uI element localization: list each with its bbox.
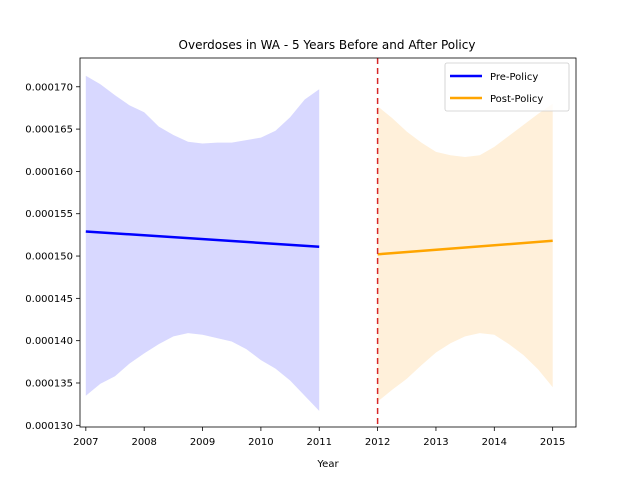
legend: Pre-Policy Post-Policy xyxy=(444,62,570,112)
x-axis-label: Year xyxy=(316,459,339,470)
x-tick-label-2009: 2009 xyxy=(190,437,215,448)
plot-frame xyxy=(79,57,577,428)
y-tick-label-0.000145: 0.000145 xyxy=(25,294,73,305)
y-tick-label-0.000140: 0.000140 xyxy=(25,336,73,347)
x-tick-label-2014: 2014 xyxy=(482,437,507,448)
x-tick-label-2015: 2015 xyxy=(540,437,565,448)
confidence-band-post-policy xyxy=(377,103,553,402)
y-tick-label-0.000165: 0.000165 xyxy=(25,125,73,136)
y-tick-label-0.000170: 0.000170 xyxy=(25,82,73,93)
x-tick-label-2011: 2011 xyxy=(307,437,332,448)
x-tick-label-2012: 2012 xyxy=(365,437,390,448)
x-tick-label-2013: 2013 xyxy=(423,437,448,448)
confidence-band-pre-policy xyxy=(85,75,320,411)
series-line-pre-policy xyxy=(85,230,320,248)
confidence-bands xyxy=(85,75,553,411)
y-tick-label-0.000160: 0.000160 xyxy=(25,167,73,178)
y-tick-label-0.000135: 0.000135 xyxy=(25,378,73,389)
y-axis: 0.000130 0.000135 0.000140 0.000145 0.000150… xyxy=(25,82,80,432)
y-tick-label-0.000130: 0.000130 xyxy=(25,421,73,432)
y-tick-label-0.000155: 0.000155 xyxy=(25,209,73,220)
series-lines xyxy=(85,230,553,256)
series-line-post-policy xyxy=(377,239,553,256)
chart-title: Overdoses in WA - 5 Years Before and Aft… xyxy=(179,38,476,52)
x-tick-label-2008: 2008 xyxy=(131,437,156,448)
legend-label-post-policy: Post-Policy xyxy=(490,94,543,105)
x-tick-label-2010: 2010 xyxy=(248,437,273,448)
y-tick-label-0.000150: 0.000150 xyxy=(25,252,73,263)
x-axis: 2007 2008 2009 2010 2011 2012 2013 2014 2015 xyxy=(73,427,565,448)
x-tick-label-2007: 2007 xyxy=(73,437,98,448)
legend-label-pre-policy: Pre-Policy xyxy=(490,72,538,83)
